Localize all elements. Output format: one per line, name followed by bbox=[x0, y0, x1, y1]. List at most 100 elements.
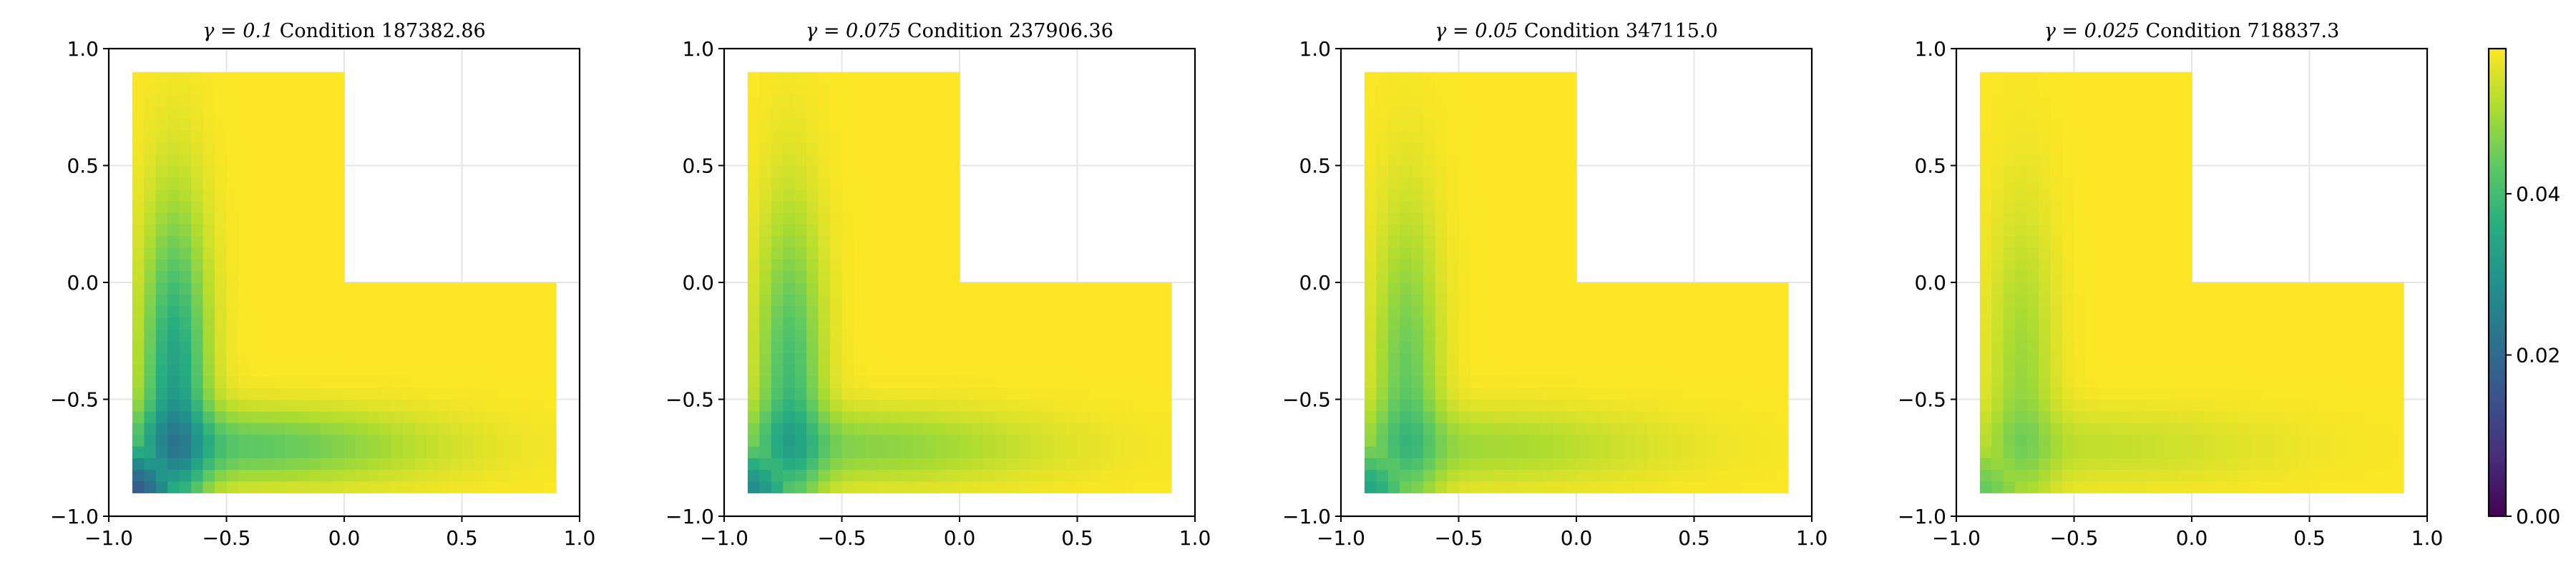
heatmap-cell bbox=[1670, 352, 1683, 365]
heatmap-cell bbox=[2121, 165, 2134, 178]
heatmap-cell bbox=[2121, 364, 2134, 377]
heatmap-cell bbox=[759, 294, 772, 307]
heatmap-cell bbox=[924, 458, 937, 470]
heatmap-cell bbox=[759, 364, 772, 377]
heatmap-cell bbox=[1576, 294, 1589, 307]
heatmap-cell bbox=[497, 469, 509, 482]
heatmap-cell bbox=[132, 130, 145, 143]
heatmap-cell bbox=[1529, 259, 1542, 272]
heatmap-cell bbox=[2356, 329, 2369, 342]
heatmap-cell bbox=[1564, 95, 1577, 108]
heatmap-cell bbox=[1400, 200, 1413, 213]
heatmap-cell bbox=[2062, 142, 2075, 154]
heatmap-cell bbox=[1611, 352, 1624, 365]
heatmap-cell bbox=[285, 72, 298, 84]
heatmap-cell bbox=[356, 399, 369, 412]
heatmap-cell bbox=[2109, 317, 2122, 330]
heatmap-cell bbox=[2026, 72, 2039, 84]
heatmap-cell bbox=[841, 130, 854, 143]
heatmap-cell bbox=[2039, 130, 2051, 143]
heatmap-cell bbox=[1991, 458, 2004, 470]
heatmap-cell bbox=[1553, 294, 1566, 307]
heatmap-cell bbox=[1682, 410, 1695, 423]
heatmap-cell bbox=[273, 399, 286, 412]
heatmap-cell bbox=[1611, 434, 1624, 447]
heatmap-cell bbox=[912, 480, 925, 493]
heatmap-cell bbox=[2168, 480, 2181, 493]
heatmap-cell bbox=[155, 224, 168, 237]
heatmap-cell bbox=[238, 317, 250, 330]
heatmap-cell bbox=[1564, 130, 1577, 143]
x-tick-label: −1.0 bbox=[700, 526, 748, 550]
heatmap-cell bbox=[2003, 119, 2016, 132]
heatmap-cell bbox=[1458, 72, 1471, 84]
heatmap-cell bbox=[144, 95, 157, 108]
heatmap-cell bbox=[2344, 445, 2357, 458]
heatmap-cell bbox=[1411, 364, 1424, 377]
heatmap-cell bbox=[877, 107, 889, 119]
heatmap-cell bbox=[830, 247, 843, 260]
heatmap-cell bbox=[1030, 352, 1043, 365]
heatmap-cell bbox=[818, 119, 831, 132]
heatmap-cell bbox=[1588, 423, 1601, 435]
heatmap-cell bbox=[544, 340, 557, 353]
heatmap-cell bbox=[2344, 469, 2357, 482]
heatmap-cell bbox=[2050, 189, 2063, 202]
heatmap-cell bbox=[438, 294, 451, 307]
heatmap-cell bbox=[1979, 410, 1992, 423]
heatmap-cell bbox=[179, 259, 192, 272]
heatmap-cell bbox=[2180, 259, 2192, 272]
heatmap-cell bbox=[426, 305, 439, 318]
heatmap-cell bbox=[1470, 445, 1483, 458]
heatmap-cell bbox=[2050, 235, 2063, 248]
heatmap-cell bbox=[1411, 130, 1424, 143]
heatmap-cell bbox=[238, 294, 250, 307]
heatmap-cell bbox=[144, 458, 157, 470]
heatmap-cell bbox=[1458, 154, 1471, 167]
heatmap-cell bbox=[1159, 375, 1172, 388]
heatmap-cell bbox=[332, 340, 345, 353]
heatmap-cell bbox=[1588, 434, 1601, 447]
heatmap-cell bbox=[1493, 212, 1506, 225]
heatmap-cell bbox=[1470, 95, 1483, 108]
heatmap-cell bbox=[2156, 445, 2169, 458]
heatmap-cell bbox=[450, 305, 463, 318]
heatmap-cell bbox=[1482, 480, 1495, 493]
heatmap-cell bbox=[1564, 142, 1577, 154]
heatmap-cell bbox=[250, 352, 263, 365]
heatmap-cell bbox=[367, 388, 380, 400]
heatmap-cell bbox=[1682, 340, 1695, 353]
heatmap-cell bbox=[273, 212, 286, 225]
heatmap-cell bbox=[1458, 305, 1471, 318]
heatmap-cell bbox=[982, 340, 995, 353]
heatmap-cell bbox=[794, 154, 807, 167]
heatmap-cell bbox=[132, 399, 145, 412]
heatmap-cell bbox=[1030, 329, 1043, 342]
heatmap-cell bbox=[132, 247, 145, 260]
heatmap-cell bbox=[2039, 165, 2051, 178]
heatmap-cell bbox=[1553, 84, 1566, 96]
heatmap-cell bbox=[1506, 458, 1518, 470]
heatmap-cell bbox=[1752, 388, 1765, 400]
heatmap-cell bbox=[2109, 480, 2122, 493]
heatmap-cell bbox=[2168, 388, 2181, 400]
heatmap-cell bbox=[2344, 329, 2357, 342]
heatmap-cell bbox=[450, 352, 463, 365]
heatmap-cell bbox=[344, 410, 357, 423]
heatmap-cell bbox=[1364, 72, 1377, 84]
heatmap-cell bbox=[2203, 423, 2216, 435]
heatmap-cell bbox=[900, 480, 913, 493]
heatmap-cell bbox=[1670, 340, 1683, 353]
heatmap-cell bbox=[1447, 388, 1460, 400]
heatmap-cell bbox=[1364, 119, 1377, 132]
heatmap-cell bbox=[2344, 423, 2357, 435]
heatmap-cell bbox=[226, 95, 239, 108]
heatmap-cell bbox=[1752, 458, 1765, 470]
heatmap-cell bbox=[889, 375, 902, 388]
heatmap-cell bbox=[215, 469, 228, 482]
heatmap-cell bbox=[1588, 282, 1601, 295]
heatmap-cell bbox=[2309, 282, 2322, 295]
heatmap-cell bbox=[179, 364, 192, 377]
heatmap-cell bbox=[532, 282, 545, 295]
heatmap-cell bbox=[2074, 247, 2087, 260]
